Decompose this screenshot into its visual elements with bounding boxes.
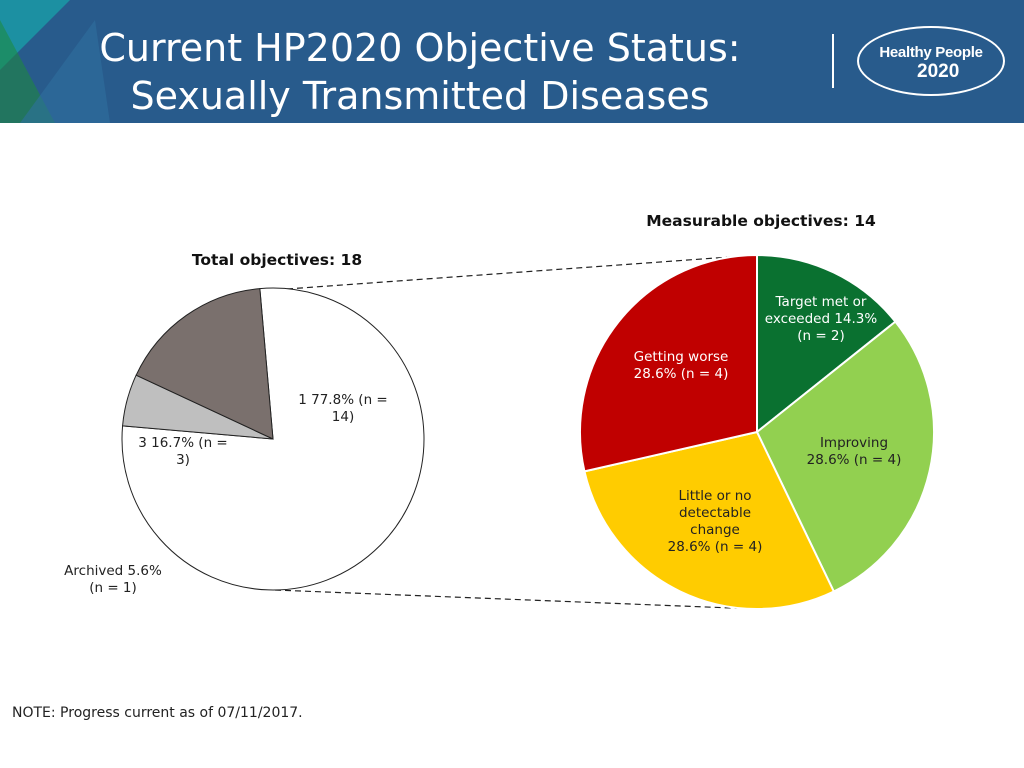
label-objectives-16: 3 16.7% (n = 3) [138, 435, 227, 468]
connector-lines [274, 254, 758, 610]
measurable-slice-1 [755, 320, 935, 593]
logo-oval [857, 26, 1005, 96]
measurable-slice-3 [579, 253, 758, 473]
title-line-2: Sexually Transmitted Diseases [130, 74, 710, 118]
healthy-people-logo: Healthy People 2020 [857, 26, 1005, 96]
measurable-slice-0 [756, 253, 897, 435]
label-target-met: Target met or exceeded 14.3% (n = 2) [765, 294, 878, 344]
logo-text-year: 2020 [917, 61, 960, 82]
header-decoration [0, 0, 110, 123]
connector-line-bottom [274, 589, 758, 610]
slice-labels: 1 77.8% (n = 14) Archived 5.6% (n = 1) 3 16.… [64, 294, 901, 596]
total-slice-2 [135, 288, 274, 440]
progress-note: NOTE: Progress current as of 07/11/2017. [12, 705, 303, 721]
connector-line-top [286, 254, 758, 290]
measurable-objectives-title: Measurable objectives: 14 [646, 212, 876, 230]
total-objectives-pie [121, 287, 425, 591]
page-title: Current HP2020 Objective Status: Sexuall… [60, 24, 780, 120]
pie-charts: Total objectives: 18 Measurable objectiv… [64, 212, 935, 610]
label-improving: Improving 28.6% (n = 4) [807, 435, 902, 468]
measurable-slice-2 [583, 430, 836, 610]
label-little-change: Little or no detectable change 28.6% (n = 4… [668, 488, 763, 555]
measurable-objectives-pie [579, 253, 935, 610]
label-getting-worse: Getting worse 28.6% (n = 4) [634, 349, 729, 382]
logo-text-name: Healthy People [879, 44, 983, 61]
total-objectives-title: Total objectives: 18 [192, 251, 362, 269]
logo-divider [832, 34, 834, 88]
label-objectives-77: 1 77.8% (n = 14) [298, 392, 387, 425]
label-archived: Archived 5.6% (n = 1) [64, 563, 162, 596]
header-banner: Current HP2020 Objective Status: Sexuall… [0, 0, 1024, 123]
title-line-1: Current HP2020 Objective Status: [99, 26, 741, 70]
